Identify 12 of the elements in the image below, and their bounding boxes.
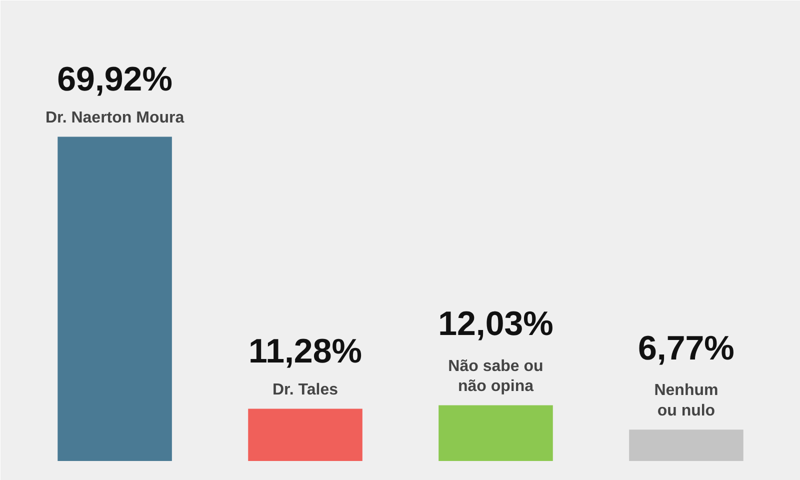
- bar: [629, 430, 744, 462]
- x-tick-label: Dr. Tales: [272, 382, 338, 399]
- x-tick-label: Nenhum ou nulo: [654, 382, 718, 420]
- data-label: 69,92%: [57, 60, 172, 99]
- bar: [438, 405, 553, 462]
- x-tick-label: Não sabe ou não opina: [448, 358, 544, 396]
- bar: [248, 408, 362, 462]
- x-tick-label: Dr. Naerton Moura: [45, 110, 184, 127]
- bar: [58, 136, 172, 462]
- data-label: 6,77%: [638, 330, 734, 368]
- data-label: 12,03%: [438, 305, 554, 344]
- data-label: 11,28%: [248, 332, 362, 371]
